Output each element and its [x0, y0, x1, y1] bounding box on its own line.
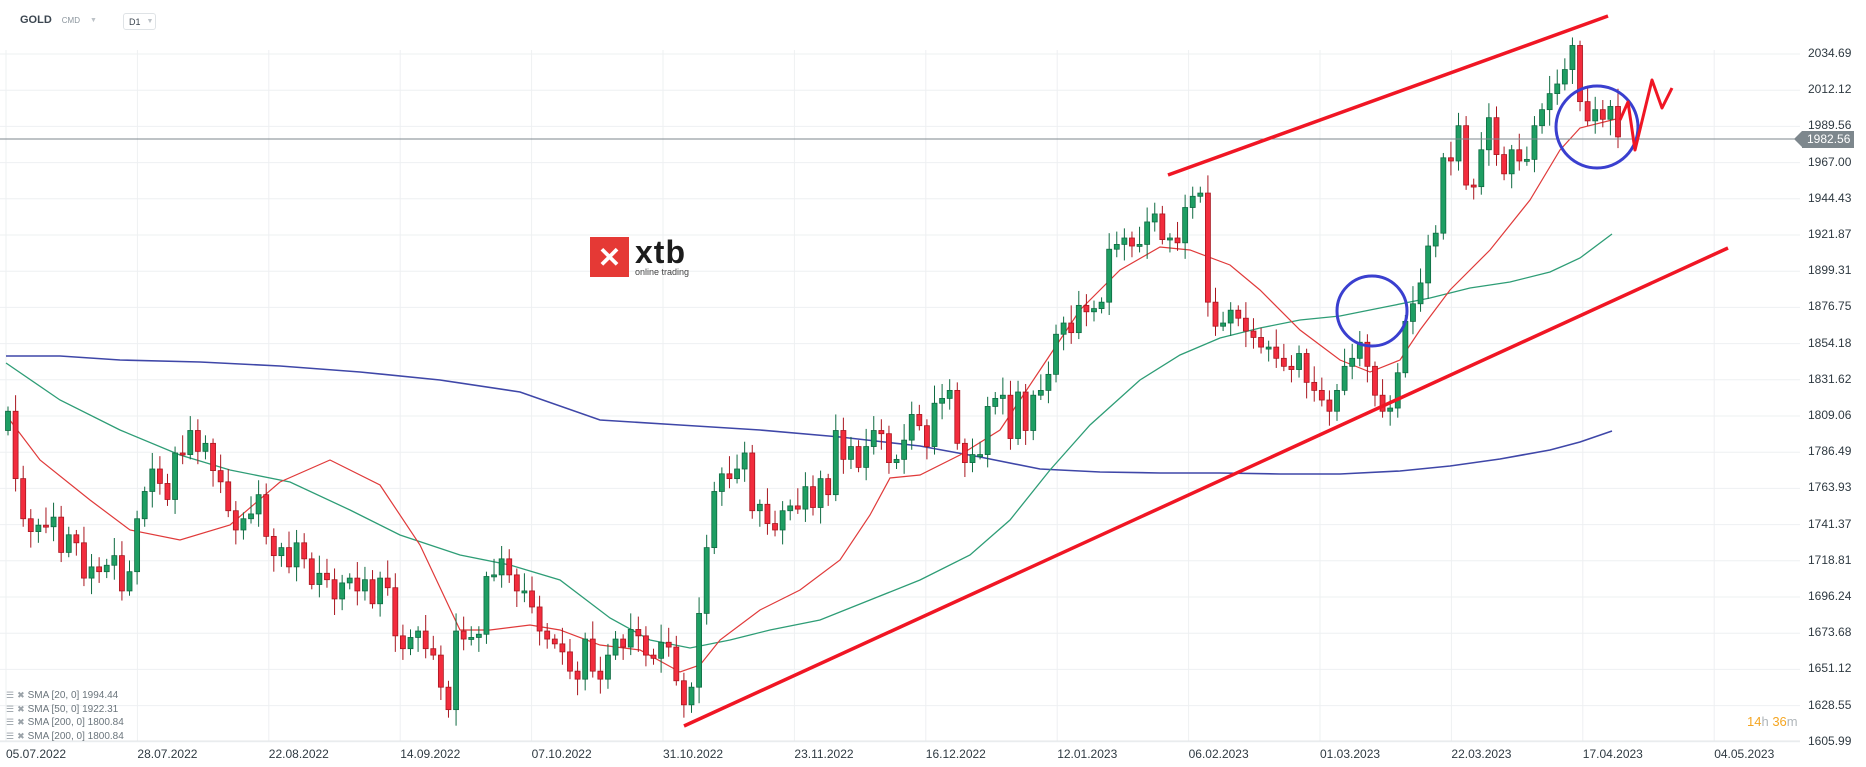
price-tick-label: 1605.99	[1808, 733, 1852, 748]
chevron-down-icon[interactable]: ▼	[90, 16, 97, 24]
date-tick-label: 22.08.2022	[268, 747, 329, 761]
price-tick-label: 1831.62	[1808, 371, 1852, 386]
timer-hours: 14	[1747, 714, 1762, 729]
date-tick-label: 07.10.2022	[531, 747, 592, 761]
price-tick-label: 1967.00	[1808, 154, 1852, 169]
symbol-header[interactable]: GOLD CMD ▼	[20, 14, 97, 26]
date-tick-label: 01.03.2023	[1320, 747, 1381, 761]
legend-label: SMA [50, 0] 1922.31	[27, 703, 119, 715]
timeframe-select[interactable]: D1 ▼	[123, 13, 156, 30]
price-tick-label: 1809.06	[1808, 408, 1852, 422]
date-tick-label: 05.07.2022	[6, 747, 67, 761]
timeframe-value: D1	[129, 16, 141, 27]
date-tick-label: 06.02.2023	[1188, 747, 1249, 761]
price-tick-label: 1718.81	[1808, 552, 1852, 567]
price-tick-label: 1651.12	[1808, 661, 1852, 676]
timer-m-unit: m	[1786, 714, 1798, 729]
candle-countdown: 14h 36m	[1747, 714, 1798, 729]
timer-minutes: 36	[1772, 714, 1787, 729]
chevron-down-icon: ▼	[146, 18, 154, 25]
price-tick-label: 2034.69	[1808, 46, 1852, 60]
date-tick-label: 28.07.2022	[137, 747, 198, 761]
current-price-tag: 1982.56	[1794, 131, 1854, 148]
close-icon[interactable]: ✖	[17, 717, 25, 727]
settings-icon[interactable]: ☰	[6, 703, 15, 714]
price-tick-label: 1944.43	[1808, 190, 1852, 205]
close-icon[interactable]: ✖	[17, 730, 25, 741]
date-tick-label: 22.03.2023	[1451, 747, 1512, 761]
legend-label: SMA [200, 0] 1800.84	[27, 717, 124, 728]
price-tick-label: 1876.75	[1808, 299, 1852, 314]
date-tick-label: 04.05.2023	[1714, 747, 1775, 761]
timer-h-unit: h	[1761, 714, 1769, 729]
price-tick-label: 1989.56	[1808, 118, 1852, 133]
settings-icon[interactable]: ☰	[6, 730, 15, 741]
candlesticks	[5, 37, 1621, 726]
price-tick-label: 1741.37	[1808, 516, 1852, 531]
date-tick-label: 23.11.2022	[794, 747, 854, 761]
legend-label: SMA [20, 0] 1994.44	[27, 690, 119, 701]
logo-name: xtb	[635, 234, 686, 270]
price-tick-label: 1786.49	[1808, 444, 1852, 459]
price-tick-label: 1854.18	[1808, 335, 1852, 350]
date-tick-label: 12.01.2023	[1057, 747, 1118, 761]
legend-item: ☰ ✖ SMA [200, 0] 1800.84	[6, 716, 124, 730]
date-tick-label: 16.12.2022	[925, 747, 986, 761]
date-tick-label: 31.10.2022	[663, 747, 724, 761]
price-tick-label: 1921.87	[1808, 227, 1852, 241]
price-tick-label: 1628.55	[1808, 697, 1852, 712]
price-tick-label: 2012.12	[1808, 82, 1852, 97]
close-icon[interactable]: ✖	[17, 690, 25, 700]
drawn-annotations[interactable]	[683, 14, 1729, 728]
settings-icon[interactable]: ☰	[6, 690, 15, 700]
legend-item: ☰ ✖ SMA [200, 0] 1800.84	[6, 730, 124, 744]
price-tick-label: 1899.31	[1808, 263, 1852, 278]
xtb-x-icon: ✕	[590, 237, 629, 277]
close-icon[interactable]: ✖	[17, 703, 25, 714]
logo-tagline: online trading	[635, 267, 690, 277]
price-tick-label: 1763.93	[1808, 480, 1852, 495]
sma20-line	[5, 117, 1621, 673]
legend-item: ☰ ✖ SMA [20, 0] 1994.44	[6, 689, 124, 703]
xtb-logo: ✕ xtb online trading	[590, 234, 690, 277]
indicator-legend: ☰ ✖ SMA [20, 0] 1994.44 ☰ ✖ SMA [50, 0] 1922…	[6, 689, 124, 743]
symbol-name: GOLD	[20, 14, 52, 26]
price-tick-label: 1696.24	[1808, 589, 1852, 603]
chart-grid	[0, 50, 1800, 743]
symbol-type: CMD	[61, 15, 80, 25]
date-tick-label: 17.04.2023	[1582, 747, 1643, 761]
sma200-line	[6, 355, 1613, 475]
legend-item: ☰ ✖ SMA [50, 0] 1922.31	[6, 703, 124, 717]
settings-icon[interactable]: ☰	[6, 717, 15, 727]
date-tick-label: 14.09.2022	[400, 747, 461, 761]
price-tick-label: 1673.68	[1808, 625, 1852, 640]
legend-label: SMA [200, 0] 1800.84	[27, 730, 124, 742]
sma50-line	[5, 233, 1613, 649]
